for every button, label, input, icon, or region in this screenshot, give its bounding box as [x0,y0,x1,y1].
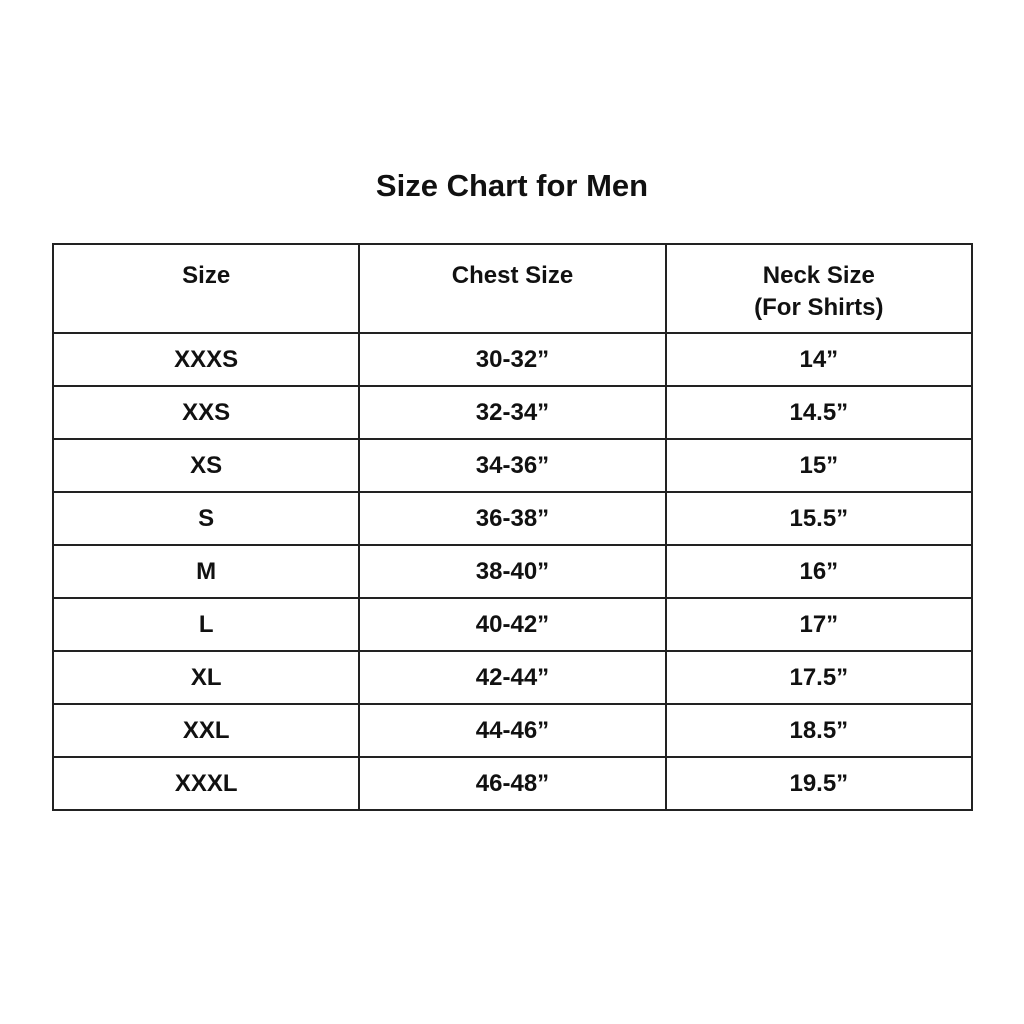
table-row: XXXL 46-48” 19.5” [51,756,974,811]
cell-chest: 40-42” [358,597,667,652]
header-chest-size: Chest Size [358,243,667,334]
cell-size: XS [51,438,361,493]
cell-neck: 15.5” [664,491,974,546]
cell-neck: 16” [664,544,974,599]
cell-neck: 19.5” [664,756,974,811]
cell-neck: 17.5” [664,650,974,705]
header-neck-size: Neck Size (For Shirts) [664,243,974,334]
cell-size: XXXL [51,756,361,811]
cell-size: M [51,544,361,599]
cell-chest: 46-48” [358,756,667,811]
header-size: Size [51,243,361,334]
table-row: M 38-40” 16” [51,544,974,599]
size-chart-table: Size Chest Size Neck Size (For Shirts) X… [51,243,974,811]
cell-chest: 44-46” [358,703,667,758]
cell-neck: 14.5” [664,385,974,440]
cell-neck: 15” [664,438,974,493]
cell-size: XL [51,650,361,705]
cell-chest: 42-44” [358,650,667,705]
cell-neck: 14” [664,332,974,387]
header-neck-sublabel: (For Shirts) [754,294,884,321]
table-row: XS 34-36” 15” [51,438,974,493]
page-title: Size Chart for Men [375,168,649,203]
table-row: L 40-42” 17” [51,597,974,652]
header-neck-label: Neck Size [762,262,875,289]
header-row: Size Chest Size Neck Size (For Shirts) [51,243,974,334]
cell-size: L [51,597,361,652]
cell-chest: 36-38” [358,491,667,546]
cell-neck: 17” [664,597,974,652]
cell-size: XXS [51,385,361,440]
table-row: XL 42-44” 17.5” [51,650,974,705]
cell-chest: 34-36” [358,438,667,493]
cell-chest: 32-34” [358,385,667,440]
cell-neck: 18.5” [664,703,974,758]
table-row: S 36-38” 15.5” [51,491,974,546]
table-row: XXS 32-34” 14.5” [51,385,974,440]
cell-chest: 30-32” [358,332,667,387]
cell-size: XXL [51,703,361,758]
cell-size: XXXS [51,332,361,387]
table-row: XXXS 30-32” 14” [51,332,974,387]
cell-size: S [51,491,361,546]
cell-chest: 38-40” [358,544,667,599]
table-row: XXL 44-46” 18.5” [51,703,974,758]
